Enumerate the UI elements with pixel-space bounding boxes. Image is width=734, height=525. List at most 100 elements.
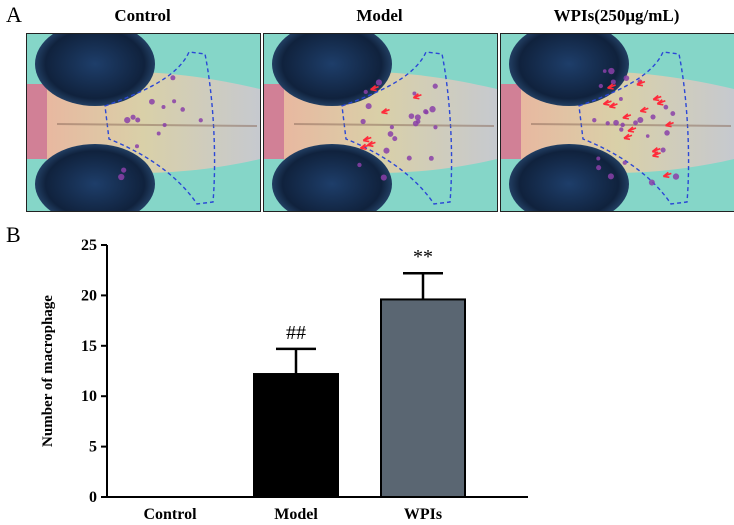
red-arrow-marker: [412, 93, 422, 100]
macrophage-dot: [663, 104, 669, 110]
red-arrow-marker: [362, 135, 372, 143]
red-arrow-marker: [639, 106, 649, 114]
eye-bottom: [509, 144, 629, 211]
macrophage-dot: [619, 127, 624, 132]
x-tick-label: Model: [274, 506, 318, 523]
red-arrow-marker: [623, 133, 633, 141]
macrophage-dot: [645, 134, 650, 138]
macrophage-dot: [406, 155, 412, 161]
macrophage-dot: [428, 155, 434, 161]
macrophage-dot: [664, 130, 670, 136]
red-arrow-marker: [662, 171, 672, 179]
macrophage-dot: [180, 107, 185, 112]
macrophage-dot: [357, 162, 362, 168]
macrophage-dot: [596, 156, 601, 161]
macrophage-dot: [198, 118, 203, 123]
macrophage-dot: [161, 104, 166, 110]
macrophage-dot: [380, 174, 387, 181]
y-tick-label: 15: [81, 338, 97, 355]
bar-wpis: [380, 298, 466, 498]
red-arrow-marker: [370, 84, 379, 92]
macrophage-dot: [650, 114, 656, 120]
macrophage-dot: [602, 69, 607, 73]
macrophage-dot: [121, 167, 127, 173]
image-title-control: Control: [114, 6, 171, 25]
macrophage-dot: [162, 122, 167, 128]
macrophage-dot: [389, 125, 394, 130]
eye-bottom: [272, 144, 392, 211]
macrophage-dot: [432, 83, 438, 89]
y-tick-label: 5: [89, 439, 97, 456]
macrophage-dot: [149, 98, 155, 105]
macrophage-dot: [605, 121, 610, 126]
red-arrow-marker: [622, 113, 632, 120]
macrophage-dot: [433, 125, 438, 130]
red-arrow-marker: [602, 99, 612, 106]
y-tick-label: 10: [81, 388, 97, 405]
macrophage-dot: [592, 118, 597, 123]
red-arrow-marker: [636, 80, 646, 87]
panel-a-label: A: [6, 2, 22, 27]
macrophage-dot: [408, 113, 415, 119]
macrophage-dot: [392, 136, 398, 142]
bar-model: [253, 373, 339, 498]
macrophage-dot: [660, 147, 666, 153]
macrophage-dot: [134, 144, 140, 149]
macrophage-dot: [633, 120, 638, 126]
y-tick-label: 25: [81, 237, 97, 254]
red-arrow-marker: [627, 126, 637, 133]
macrophage-dot: [672, 173, 680, 180]
macrophage-dot: [383, 147, 390, 154]
macrophage-dot: [618, 97, 623, 101]
y-tick-label: 20: [81, 287, 97, 304]
eye-top: [272, 34, 392, 106]
y-tick-label: 0: [89, 489, 97, 506]
macrophage-dot: [172, 99, 177, 104]
eye-top: [35, 34, 155, 106]
red-arrow-marker: [607, 83, 616, 90]
macrophage-dot: [613, 119, 619, 126]
macrophage-dot: [670, 111, 676, 116]
macrophage-dot: [365, 103, 372, 110]
zebrafish-image-control: [26, 33, 261, 212]
red-arrow-marker: [656, 99, 666, 106]
macrophage-dot: [118, 173, 125, 181]
macrophage-dot: [637, 116, 644, 124]
image-title-wpis: WPIs(250μg/mL): [553, 6, 680, 25]
macrophage-dot: [607, 173, 614, 180]
macrophage-dot: [130, 114, 136, 120]
macrophage-dot: [429, 106, 436, 113]
zebrafish-image-model: [263, 33, 498, 212]
macrophage-dot: [414, 114, 421, 121]
macrophage-dot: [124, 116, 131, 124]
macrophage-dot: [596, 165, 602, 171]
macrophage-dot: [648, 179, 655, 186]
red-arrow-marker: [652, 94, 662, 102]
macrophage-dot: [360, 118, 366, 125]
significance-label: **: [413, 246, 433, 268]
macrophage-dot: [423, 109, 429, 115]
macrophage-dot: [620, 122, 625, 128]
macrophage-dot: [608, 67, 615, 75]
panel-b-label: B: [6, 222, 21, 247]
macrophage-dot: [623, 75, 630, 81]
macrophage-dot: [415, 119, 421, 124]
macrophage-dot: [363, 89, 368, 95]
y-axis-title: Number of macrophage: [40, 295, 56, 447]
image-title-model: Model: [356, 6, 403, 25]
macrophage-dot: [135, 117, 141, 123]
eye-bottom: [35, 144, 155, 211]
macrophage-dot: [622, 160, 627, 165]
macrophage-dot: [387, 131, 394, 137]
macrophage-dot: [375, 79, 382, 86]
x-tick-label: Control: [143, 506, 197, 523]
macrophage-dot: [412, 91, 417, 96]
red-arrow-marker: [665, 120, 674, 128]
significance-label: ##: [286, 322, 306, 344]
eye-top: [509, 34, 629, 106]
red-arrow-marker: [381, 107, 390, 115]
zebrafish-image-wpis: [500, 33, 734, 212]
macrophage-dot: [598, 83, 604, 89]
macrophage-dot: [610, 79, 616, 85]
